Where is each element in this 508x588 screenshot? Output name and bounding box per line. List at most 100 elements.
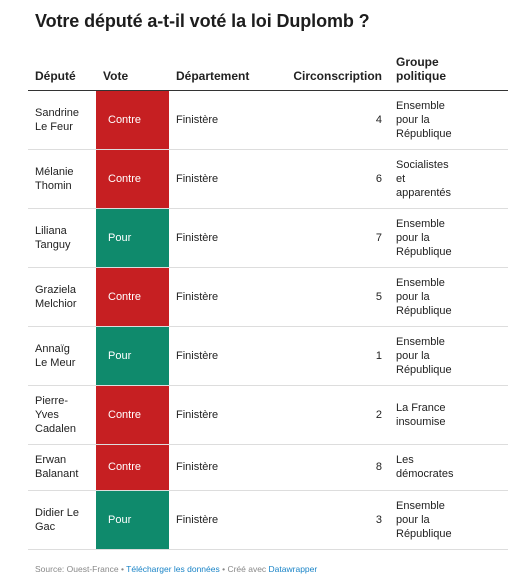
vote-cell: Pour (96, 208, 169, 268)
vote-cell: Contre (96, 267, 169, 327)
table-row: Graziela Melchior Contre Finistère 5 Ensemble… (28, 267, 508, 327)
departement-cell: Finistère (169, 149, 274, 209)
groupe-line: Ensemble (396, 499, 445, 512)
groupe-line: Ensemble (396, 335, 445, 348)
depute-name-line: Mélanie (35, 165, 74, 178)
depute-name-line: Melchior (35, 297, 77, 310)
groupe-line: pour la (396, 290, 430, 303)
table-row: Mélanie Thomin Contre Finistère 6 Socialistes… (28, 149, 508, 209)
datawrapper-link[interactable]: Datawrapper (268, 564, 318, 574)
header-departement[interactable]: Département (169, 51, 274, 91)
depute-name-line: Liliana (35, 224, 67, 237)
depute-name-line: Annaïg (35, 342, 70, 355)
footer-separator: • (118, 564, 127, 574)
groupe-line: pour la (396, 113, 430, 126)
table-row: Erwan Balanant Contre Finistère 8 Les démocrat… (28, 444, 508, 491)
depute-name-line: Sandrine (35, 106, 80, 119)
depute-cell: Sandrine Le Feur (28, 90, 96, 150)
groupe-line: République (396, 127, 452, 140)
groupe-line: pour la (396, 513, 430, 526)
header-depute[interactable]: Député (28, 51, 96, 91)
vote-cell: Pour (96, 326, 169, 386)
groupe-line: République (396, 245, 452, 258)
groupe-line: et (396, 172, 406, 185)
departement-cell: Finistère (169, 208, 274, 268)
footer: Source: Ouest-France • Télécharger les d… (35, 564, 317, 574)
depute-cell: Erwan Balanant (28, 444, 96, 491)
vote-cell: Contre (96, 444, 169, 491)
groupe-line: République (396, 363, 452, 376)
depute-name-line: Le Meur (35, 356, 76, 369)
groupe-line: insoumise (396, 415, 446, 428)
footer-source: Source: Ouest-France (35, 564, 119, 574)
depute-name-line: Thomin (35, 179, 72, 192)
table-row: Liliana Tanguy Pour Finistère 7 Ensemble pour … (28, 208, 508, 268)
groupe-cell: Ensemble pour la République (389, 490, 508, 550)
depute-name-line: Balanant (35, 468, 79, 480)
groupe-line: Les (396, 454, 414, 466)
header-vote[interactable]: Vote (96, 51, 169, 91)
circonscription-cell: 3 (274, 490, 389, 550)
groupe-line: pour la (396, 349, 430, 362)
groupe-cell: La France insoumise (389, 385, 508, 445)
depute-cell: Annaïg Le Meur (28, 326, 96, 386)
table-header-row: Député Vote Département Circonscription … (28, 51, 508, 91)
footer-separator: • (219, 564, 228, 574)
groupe-cell: Ensemble pour la République (389, 90, 508, 150)
groupe-line: Ensemble (396, 217, 445, 230)
depute-name-line: Cadalen (35, 422, 76, 435)
votes-table: Député Vote Département Circonscription … (28, 51, 508, 550)
groupe-cell: Ensemble pour la République (389, 326, 508, 386)
page-title: Votre député a-t-il voté la loi Duplomb … (35, 11, 370, 31)
groupe-line: pour la (396, 231, 430, 244)
groupe-line: démocrates (396, 468, 454, 480)
departement-cell: Finistère (169, 267, 274, 327)
depute-cell: Graziela Melchior (28, 267, 96, 327)
circonscription-cell: 7 (274, 208, 389, 268)
groupe-line: Socialistes (396, 158, 449, 171)
depute-name-line: Graziela (35, 283, 76, 296)
vote-cell: Contre (96, 90, 169, 150)
departement-cell: Finistère (169, 490, 274, 550)
groupe-cell: Les démocrates (389, 444, 508, 491)
depute-name-line: Didier Le (35, 506, 80, 519)
departement-cell: Finistère (169, 90, 274, 150)
header-circonscription[interactable]: Circonscription (274, 51, 389, 91)
header-groupe-line2: politique (396, 68, 446, 83)
groupe-line: Ensemble (396, 99, 445, 112)
groupe-cell: Ensemble pour la République (389, 267, 508, 327)
table-row: Sandrine Le Feur Contre Finistère 4 Ensemble p… (28, 90, 508, 150)
depute-name-line: Yves (35, 408, 59, 421)
groupe-line: La France (396, 401, 446, 414)
departement-cell: Finistère (169, 385, 274, 445)
depute-cell: Pierre- Yves Cadalen (28, 385, 96, 445)
groupe-cell: Ensemble pour la République (389, 208, 508, 268)
circonscription-cell: 1 (274, 326, 389, 386)
depute-cell: Didier Le Gac (28, 490, 96, 550)
depute-name-line: Tanguy (35, 238, 71, 251)
circonscription-cell: 6 (274, 149, 389, 209)
groupe-cell: Socialistes et apparentés (389, 149, 508, 209)
circonscription-cell: 8 (274, 444, 389, 491)
depute-cell: Liliana Tanguy (28, 208, 96, 268)
depute-cell: Mélanie Thomin (28, 149, 96, 209)
table-row: Pierre- Yves Cadalen Contre Finistère 2 La Fra… (28, 385, 508, 445)
departement-cell: Finistère (169, 326, 274, 386)
header-groupe-line1: Groupe (396, 54, 439, 69)
vote-cell: Pour (96, 490, 169, 550)
circonscription-cell: 5 (274, 267, 389, 327)
circonscription-cell: 2 (274, 385, 389, 445)
vote-cell: Contre (96, 385, 169, 445)
vote-cell: Contre (96, 149, 169, 209)
header-groupe[interactable]: Groupe politique (389, 51, 508, 91)
table-row: Didier Le Gac Pour Finistère 3 Ensemble pour l… (28, 490, 508, 550)
depute-name-line: Gac (35, 520, 56, 533)
footer-created-with: Créé avec (227, 564, 269, 574)
groupe-line: République (396, 304, 452, 317)
depute-name-line: Le Feur (35, 120, 73, 133)
circonscription-cell: 4 (274, 90, 389, 150)
download-data-link[interactable]: Télécharger les données (126, 564, 220, 574)
groupe-line: Ensemble (396, 276, 445, 289)
table-row: Annaïg Le Meur Pour Finistère 1 Ensemble pour … (28, 326, 508, 386)
depute-name-line: Pierre- (35, 394, 69, 407)
